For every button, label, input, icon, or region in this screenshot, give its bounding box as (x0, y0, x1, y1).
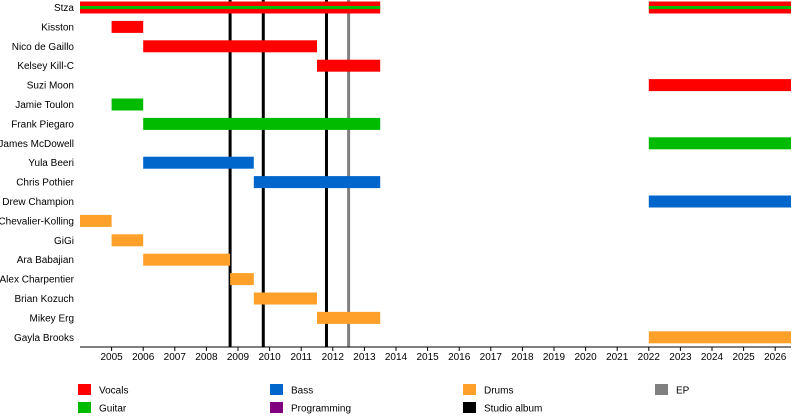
x-tick-label-2020: 2020 (574, 352, 597, 363)
x-tick-label-2015: 2015 (416, 352, 439, 363)
member-label-nico-de-gaillo: Nico de Gaillo (12, 42, 75, 53)
legend-label-guitar: Guitar (99, 404, 127, 415)
x-tick-label-2024: 2024 (701, 352, 724, 363)
member-bar-chevalier-kolling-1 (80, 214, 112, 227)
member-bar-yula-beeri-1 (143, 156, 254, 169)
x-tick-label-2009: 2009 (227, 352, 250, 363)
legend-item-studio-album: Studio album (463, 402, 542, 415)
legend-swatch-ep (655, 384, 668, 395)
x-tick-label-2011: 2011 (290, 352, 312, 363)
x-tick-label-2018: 2018 (511, 352, 534, 363)
member-bar-stza-1-secondary-role (80, 6, 381, 9)
member-bar-brian-kozuch-1 (253, 292, 317, 305)
x-tick-label-2019: 2019 (543, 352, 566, 363)
member-label-gigi: GiGi (54, 236, 74, 247)
legend-item-guitar: Guitar (78, 402, 127, 415)
x-tick-label-2012: 2012 (322, 352, 345, 363)
x-tick-label-2006: 2006 (132, 352, 155, 363)
member-label-suzi-moon: Suzi Moon (27, 81, 74, 92)
member-bar-gayla-brooks-1 (648, 331, 791, 344)
member-label-ara-babajian: Ara Babajian (17, 255, 74, 266)
x-tick-label-2026: 2026 (764, 352, 787, 363)
legend-swatch-bass (270, 384, 283, 395)
member-bar-frank-piegaro-1 (143, 117, 381, 130)
member-label-chevalier-kolling: Chevalier-Kolling (0, 216, 74, 227)
x-tick-label-2023: 2023 (669, 352, 692, 363)
member-bar-stza-2-secondary-role (648, 6, 791, 9)
x-tick-label-2017: 2017 (480, 352, 503, 363)
member-bar-alex-charpentier-1 (230, 273, 254, 286)
member-bar-james-mcdowell-1 (648, 137, 791, 150)
member-bars-layer (80, 1, 791, 344)
legend-item-drums: Drums (463, 384, 513, 397)
x-tick-label-2021: 2021 (606, 352, 629, 363)
member-label-stza: Stza (54, 3, 74, 14)
x-tick-label-2010: 2010 (258, 352, 281, 363)
member-bar-ara-babajian-1 (143, 253, 231, 266)
member-bar-kisston-1 (111, 20, 144, 33)
legend-item-programming: Programming (270, 402, 351, 415)
member-label-yula-beeri: Yula Beeri (28, 158, 74, 169)
x-tick-label-2025: 2025 (732, 352, 755, 363)
legend: Vocals Guitar Bass Programming Drums Studio a… (78, 384, 690, 415)
legend-label-bass: Bass (291, 386, 313, 397)
member-labels-layer: Stza Kisston Nico de Gaillo Kelsey Kill-C Su… (0, 3, 75, 344)
member-label-frank-piegaro: Frank Piegaro (11, 119, 74, 130)
legend-swatch-guitar (78, 402, 91, 413)
member-bar-gigi-1 (111, 234, 144, 247)
member-bar-jamie-toulon-1 (111, 98, 144, 111)
member-bar-kelsey-kill-c-1 (317, 59, 381, 72)
x-tick-label-2005: 2005 (100, 352, 123, 363)
legend-swatch-drums (463, 384, 476, 395)
member-label-kelsey-kill-c: Kelsey Kill-C (17, 61, 74, 72)
legend-label-vocals: Vocals (99, 386, 128, 397)
release-lines-layer (228, 0, 351, 347)
legend-swatch-studio-album (463, 402, 476, 413)
member-label-mikey-erg: Mikey Erg (30, 313, 74, 324)
x-tick-label-2007: 2007 (164, 352, 187, 363)
x-tick-label-2022: 2022 (638, 352, 661, 363)
legend-label-drums: Drums (484, 386, 513, 397)
member-label-james-mcdowell: James McDowell (0, 139, 74, 150)
x-tick-label-2013: 2013 (353, 352, 376, 363)
member-label-chris-pothier: Chris Pothier (16, 178, 74, 189)
member-label-alex-charpentier: Alex Charpentier (0, 275, 75, 286)
x-tick-label-2014: 2014 (385, 352, 408, 363)
x-axis: 2005 2006 2007 2008 2009 2010 2011 2012 2013 2014… (80, 346, 791, 363)
legend-item-vocals: Vocals (78, 384, 128, 397)
legend-item-ep: EP (655, 384, 690, 397)
member-bar-nico-de-gaillo-1 (143, 40, 317, 53)
legend-label-studio-album: Studio album (484, 404, 542, 415)
member-label-jamie-toulon: Jamie Toulon (15, 100, 74, 111)
member-bar-chris-pothier-1 (253, 176, 381, 189)
member-label-kisston: Kisston (41, 22, 74, 33)
member-bar-suzi-moon-1 (648, 79, 791, 92)
legend-swatch-vocals (78, 384, 91, 395)
member-bar-mikey-erg-1 (317, 311, 381, 324)
member-label-brian-kozuch: Brian Kozuch (15, 294, 74, 305)
member-label-drew-champion: Drew Champion (2, 197, 74, 208)
legend-swatch-programming (270, 402, 283, 413)
member-bar-drew-champion-1 (648, 195, 791, 208)
legend-label-programming: Programming (291, 404, 351, 415)
legend-item-bass: Bass (270, 384, 313, 397)
x-tick-label-2008: 2008 (195, 352, 218, 363)
x-tick-label-2016: 2016 (448, 352, 471, 363)
legend-label-ep: EP (676, 386, 690, 397)
member-label-gayla-brooks: Gayla Brooks (14, 333, 74, 344)
